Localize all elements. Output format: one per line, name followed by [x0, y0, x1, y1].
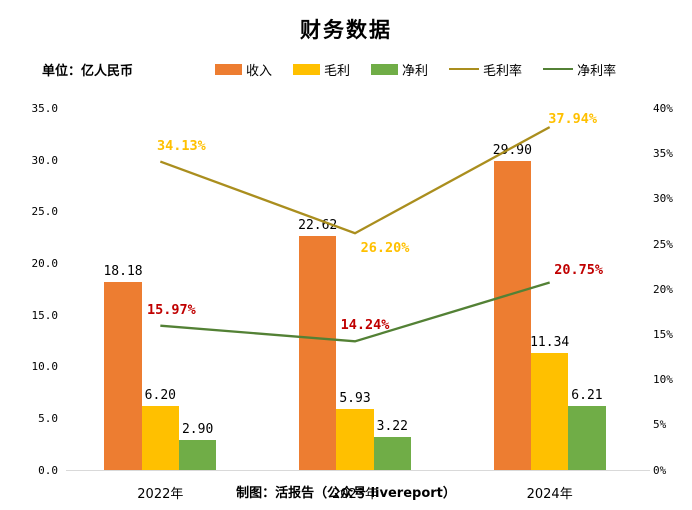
- line-毛利率: [159, 126, 551, 235]
- bar-毛利-2024年: [531, 352, 569, 470]
- bar-value-label: 3.22: [376, 418, 408, 434]
- y-axis-tick-left: 20.0: [31, 256, 59, 270]
- y-axis-tick-right: 0%: [653, 463, 667, 477]
- bar-value-label: 29.90: [492, 143, 532, 159]
- credit-text: 制图：活报告（公众号 livereport）: [236, 486, 456, 501]
- y-axis-tick-left: 5.0: [38, 411, 58, 425]
- legend-label: 毛利率: [483, 63, 523, 79]
- legend-item-净利: 净利: [371, 60, 428, 79]
- bar-净利-2023年: [373, 436, 411, 470]
- y-axis-tick-right: 5%: [653, 418, 667, 432]
- y-axis-tick-left: 15.0: [31, 308, 59, 322]
- legend-line-icon: [543, 67, 574, 71]
- y-axis-tick-right: 25%: [653, 237, 673, 251]
- legend-label: 净利: [402, 63, 429, 79]
- legend-swatch-icon: [293, 63, 321, 75]
- y-axis-tick-right: 30%: [653, 192, 673, 206]
- unit-label: 单位：亿人民币: [42, 64, 134, 79]
- bar-毛利-2023年: [336, 408, 374, 470]
- legend-label: 收入: [246, 63, 273, 79]
- y-axis-tick-left: 30.0: [31, 153, 59, 167]
- x-axis-label-2022年: 2022年: [137, 487, 184, 502]
- bar-value-label: 6.21: [571, 387, 603, 403]
- bar-毛利-2022年: [141, 405, 179, 470]
- chart-title: 财务数据: [300, 18, 392, 42]
- legend-item-毛利率: 毛利率: [449, 60, 522, 79]
- legend: 收入 毛利 净利 毛利率 净利率: [215, 60, 616, 79]
- y-axis-tick-left: 35.0: [31, 102, 59, 115]
- bar-value-label: 11.34: [530, 334, 570, 350]
- bar-收入-2023年: [299, 236, 337, 470]
- legend-swatch-icon: [371, 63, 399, 75]
- bar-收入-2022年: [104, 282, 142, 470]
- y-axis-tick-left: 25.0: [31, 205, 59, 219]
- y-axis-tick-right: 10%: [653, 373, 673, 387]
- legend-item-收入: 收入: [215, 60, 272, 79]
- y-axis-tick-right: 15%: [653, 327, 673, 341]
- legend-line-icon: [449, 67, 480, 71]
- bar-净利-2024年: [568, 405, 606, 470]
- bar-value-label: 6.20: [144, 387, 176, 403]
- line-净利率: [160, 281, 550, 343]
- pct-label-净利率: 20.75%: [554, 262, 604, 279]
- y-axis-tick-right: 35%: [653, 147, 673, 161]
- pct-label-毛利率: 37.94%: [548, 111, 598, 128]
- legend-item-毛利: 毛利: [293, 60, 350, 79]
- y-axis-tick-left: 10.0: [31, 360, 59, 374]
- bar-value-label: 18.18: [103, 264, 143, 280]
- y-axis-tick-right: 20%: [653, 282, 673, 296]
- pct-label-净利率: 15.97%: [146, 301, 196, 318]
- legend-item-净利率: 净利率: [543, 60, 616, 79]
- legend-label: 毛利: [324, 63, 351, 79]
- x-axis-line: [66, 470, 650, 471]
- x-axis-label-2023年: 2023年: [331, 487, 379, 502]
- pct-label-毛利率: 26.20%: [360, 240, 410, 257]
- y-axis-tick-left: 0.0: [38, 463, 58, 477]
- legend-swatch-icon: [215, 63, 242, 75]
- y-axis-tick-right: 40%: [653, 102, 673, 115]
- legend-label: 净利率: [577, 63, 617, 79]
- pct-label-净利率: 14.24%: [340, 317, 390, 334]
- bar-收入-2024年: [493, 161, 531, 470]
- bar-value-label: 2.90: [181, 422, 214, 438]
- x-axis-label-2024年: 2024年: [526, 487, 573, 502]
- pct-label-毛利率: 34.13%: [156, 137, 206, 154]
- bar-净利-2022年: [178, 440, 217, 470]
- bar-value-label: 5.93: [339, 390, 371, 406]
